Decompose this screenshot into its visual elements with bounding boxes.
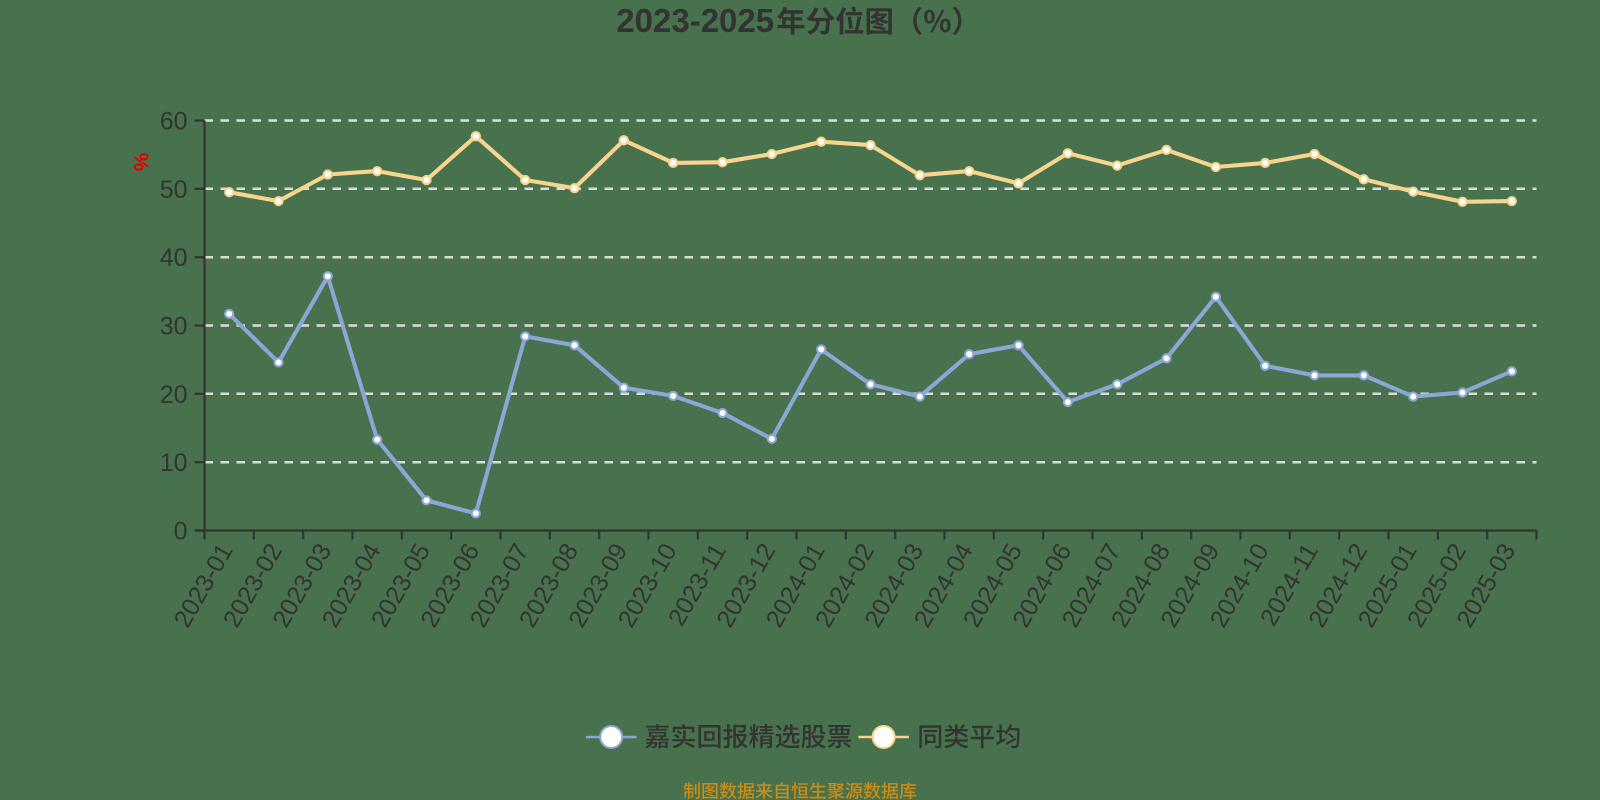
svg-text:40: 40: [160, 244, 188, 272]
svg-text:30: 30: [160, 313, 188, 341]
svg-text:10: 10: [160, 449, 188, 477]
svg-text:20: 20: [160, 381, 188, 409]
svg-text:%: %: [129, 153, 152, 172]
svg-text:60: 60: [160, 108, 188, 136]
svg-text:0: 0: [174, 518, 188, 546]
svg-text:2023-2025: 2023-2025: [616, 2, 774, 39]
svg-text:50: 50: [160, 176, 188, 204]
